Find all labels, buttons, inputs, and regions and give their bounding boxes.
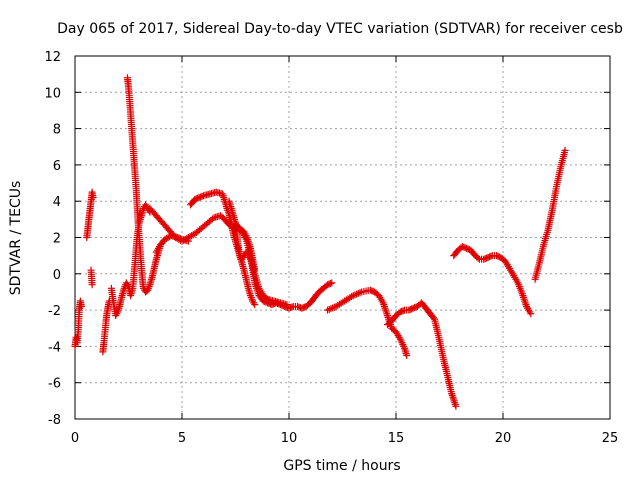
- data-point: [381, 304, 389, 312]
- data-point: [353, 290, 361, 298]
- series-segment-8: [152, 232, 192, 256]
- series-segment-3: [87, 266, 96, 289]
- data-point: [325, 305, 333, 313]
- data-point: [89, 194, 97, 202]
- data-point: [382, 308, 390, 316]
- x-tick-label: 0: [71, 431, 79, 446]
- data-point: [177, 235, 185, 243]
- series-segment-1: [71, 297, 85, 350]
- data-point: [324, 306, 332, 314]
- data-point: [354, 289, 362, 297]
- data-point: [349, 292, 357, 300]
- data-point: [383, 310, 391, 318]
- y-tick-label: 10: [44, 86, 61, 101]
- data-point: [399, 307, 407, 315]
- data-point: [474, 254, 482, 262]
- data-point: [251, 301, 259, 309]
- series-segment-15: [531, 146, 569, 283]
- series-segment-9: [187, 188, 259, 309]
- data-point: [382, 306, 390, 314]
- data-point: [403, 351, 411, 359]
- data-point: [328, 279, 336, 287]
- data-point: [251, 266, 259, 274]
- data-point: [327, 305, 335, 313]
- data-point: [449, 395, 457, 403]
- y-tick-label: -4: [48, 340, 61, 355]
- chart-title: Day 065 of 2017, Sidereal Day-to-day VTE…: [57, 21, 623, 37]
- data-point: [383, 312, 391, 320]
- data-points: [71, 74, 569, 410]
- series-segment-4: [99, 297, 113, 356]
- data-point: [283, 301, 291, 309]
- data-point: [452, 402, 460, 410]
- data-point: [449, 393, 457, 401]
- y-tick-label: -6: [48, 377, 61, 392]
- y-tick-label: 6: [53, 159, 61, 174]
- series-segment-11: [232, 219, 259, 274]
- y-tick-label: 4: [53, 195, 61, 210]
- series-segment-13: [383, 299, 460, 410]
- data-point: [198, 192, 206, 200]
- data-point: [527, 310, 535, 318]
- x-tick-label: 10: [281, 431, 298, 446]
- x-tick-label: 5: [178, 431, 186, 446]
- series-segment-14: [450, 243, 535, 318]
- y-tick-label: -2: [48, 304, 61, 319]
- y-tick-label: 12: [44, 50, 61, 65]
- series-segment-2: [83, 188, 97, 241]
- data-point: [451, 399, 459, 407]
- data-point: [450, 397, 458, 405]
- data-point: [520, 295, 528, 303]
- y-axis-label: SDTVAR / TECUs: [8, 181, 24, 296]
- y-tick-label: 8: [53, 123, 61, 138]
- plot-frame: [74, 55, 611, 420]
- y-tick-label: -8: [48, 413, 61, 428]
- series-segment-6: [123, 74, 165, 296]
- data-point: [184, 237, 192, 245]
- x-axis-label: GPS time / hours: [283, 458, 400, 474]
- series-segment-5: [107, 201, 154, 320]
- x-tick-label: 20: [495, 431, 512, 446]
- grid-lines: [75, 56, 610, 419]
- data-point: [356, 289, 364, 297]
- data-point: [429, 314, 437, 322]
- data-point: [561, 146, 569, 154]
- data-point: [77, 302, 85, 310]
- data-point: [262, 294, 270, 302]
- data-point: [326, 279, 334, 287]
- series-segment-10: [225, 197, 291, 309]
- data-point: [329, 304, 337, 312]
- data-point: [451, 400, 459, 408]
- series-segment-12: [324, 286, 411, 359]
- x-tick-label: 15: [388, 431, 405, 446]
- y-tick-label: 0: [53, 268, 61, 283]
- data-point: [521, 297, 529, 305]
- data-point: [487, 252, 495, 260]
- x-tick-label: 25: [602, 431, 619, 446]
- data-point: [88, 281, 96, 289]
- data-point: [448, 391, 456, 399]
- y-tick-label: 2: [53, 232, 61, 247]
- data-point: [288, 303, 296, 311]
- data-point: [351, 291, 359, 299]
